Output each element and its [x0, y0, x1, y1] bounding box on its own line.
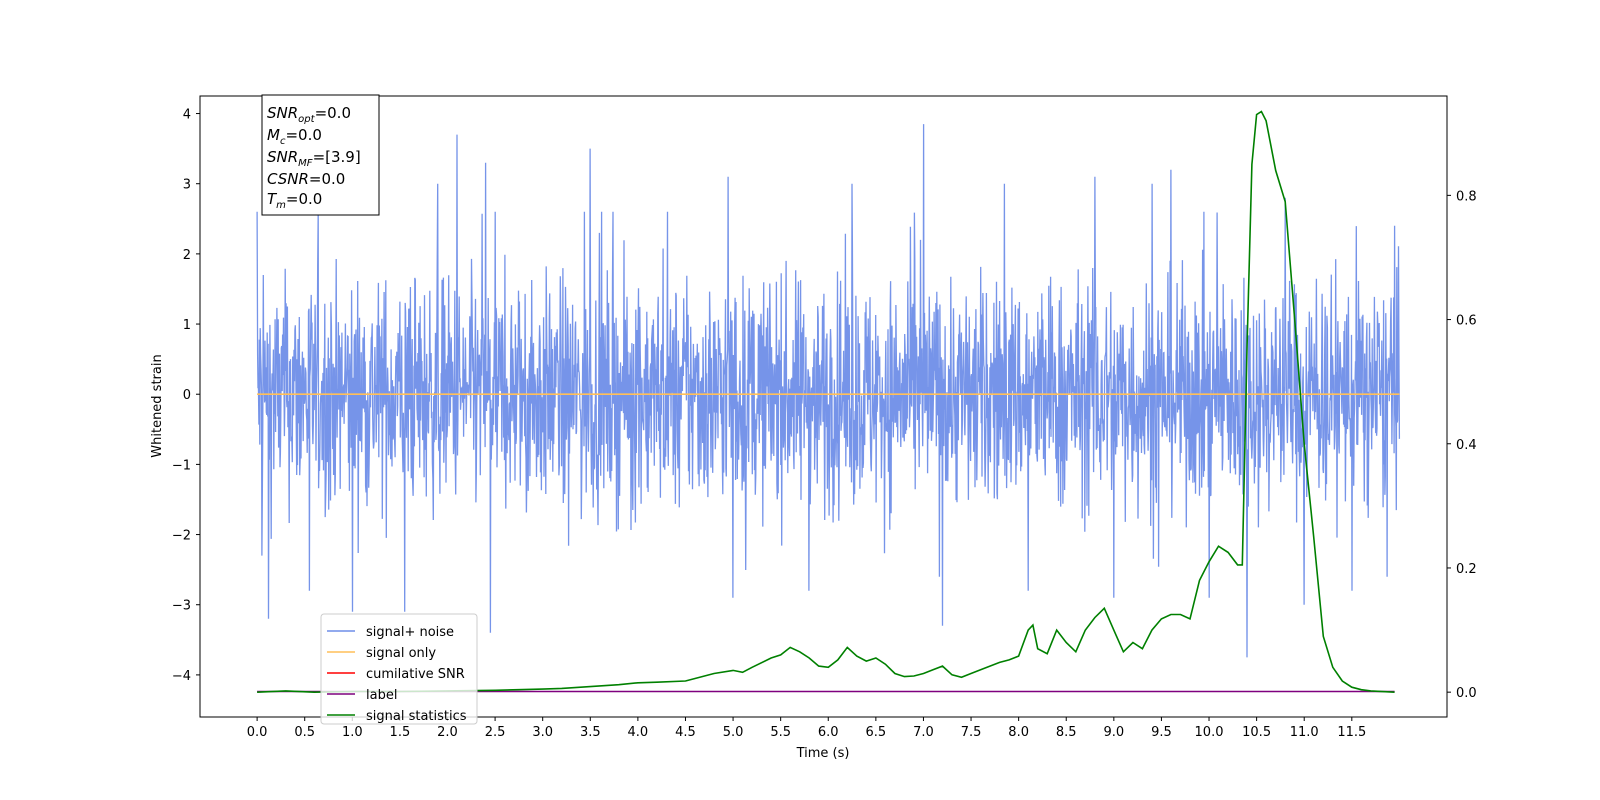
- y2-tick-label: 0.2: [1456, 562, 1477, 577]
- x-tick-label: 10.5: [1242, 725, 1271, 740]
- x-tick-label: 11.0: [1290, 725, 1319, 740]
- legend-frame: [320, 613, 478, 725]
- x-tick-label: 6.0: [818, 725, 839, 740]
- x-tick-label: 0.0: [247, 725, 268, 740]
- y-tick-label: 3: [183, 178, 191, 193]
- x-tick-label: 8.0: [1008, 725, 1029, 740]
- x-tick-label: 3.0: [532, 725, 553, 740]
- y-tick-label: −1: [172, 458, 191, 473]
- x-tick-label: 8.5: [1056, 725, 1077, 740]
- x-tick-label: 7.0: [913, 725, 934, 740]
- plot-frame: [199, 95, 1448, 718]
- y-tick-label: 0: [183, 388, 191, 403]
- y-axis-label: Whitened strain: [150, 354, 165, 457]
- x-tick-label: 9.5: [1151, 725, 1172, 740]
- info-box-frame: [261, 94, 380, 216]
- info-csnr: CSNR=0.0: [267, 170, 345, 188]
- x-tick-label: 4.0: [628, 725, 649, 740]
- y-tick-label: 4: [183, 108, 191, 123]
- series-signal-noise: [256, 124, 1401, 658]
- legend-label: signal+ noise: [366, 625, 454, 640]
- x-tick-label: 2.0: [437, 725, 458, 740]
- x-tick-label: 4.5: [675, 725, 696, 740]
- y-tick-label: 1: [183, 318, 191, 333]
- x-tick-label: 1.5: [390, 725, 411, 740]
- legend-label: signal only: [366, 646, 436, 661]
- x-tick-label: 5.5: [770, 725, 791, 740]
- y2-tick-label: 0.6: [1456, 314, 1477, 329]
- x-tick-label: 7.5: [961, 725, 982, 740]
- info-snr-mf: SNRMF=[3.9]: [267, 148, 361, 169]
- x-tick-label: 0.5: [294, 725, 315, 740]
- x-tick-label: 11.5: [1337, 725, 1366, 740]
- info-snr-opt: SNRopt=0.0: [267, 104, 351, 125]
- x-tick-label: 6.5: [866, 725, 887, 740]
- x-axis-label: Time (s): [796, 746, 850, 761]
- x-tick-label: 10.0: [1195, 725, 1224, 740]
- x-tick-label: 1.0: [342, 725, 363, 740]
- x-tick-label: 5.0: [723, 725, 744, 740]
- legend-label: label: [366, 688, 397, 703]
- y2-tick-label: 0.8: [1456, 189, 1477, 204]
- legend-label: signal statistics: [366, 709, 467, 724]
- y-tick-label: −2: [172, 529, 191, 544]
- info-box: SNRopt=0.0 Mc=0.0 SNRMF=[3.9] CSNR=0.0 T…: [261, 94, 380, 216]
- series-signal-statistics: [257, 110, 1395, 694]
- y-tick-label: 2: [183, 248, 191, 263]
- y2-tick-label: 0.4: [1456, 438, 1477, 453]
- x-tick-label: 9.0: [1103, 725, 1124, 740]
- x-tick-label: 2.5: [485, 725, 506, 740]
- legend-label: cumilative SNR: [366, 667, 465, 682]
- info-tm: Tm=0.0: [267, 190, 322, 211]
- legend: signal+ noise signal only cumilative SNR la…: [320, 613, 478, 725]
- plot-area: [256, 110, 1401, 694]
- y-tick-label: −4: [172, 669, 191, 684]
- y2-tick-label: 0.0: [1456, 686, 1477, 701]
- x-axis: 0.0 0.5 1.0 1.5 2.0 2.5 3.0 3.5 4.0 4.5 5.0 5.5 6.0 6…: [247, 717, 1366, 740]
- y-axis-left: 4 3 2 1 0 −1 −2 −3 −4: [172, 108, 200, 684]
- x-tick-label: 3.5: [580, 725, 601, 740]
- y-axis-right: 0.8 0.6 0.4 0.2 0.0: [1447, 189, 1477, 701]
- y-tick-label: −3: [172, 599, 191, 614]
- info-mc: Mc=0.0: [267, 126, 322, 147]
